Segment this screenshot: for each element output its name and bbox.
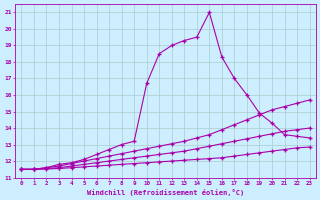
X-axis label: Windchill (Refroidissement éolien,°C): Windchill (Refroidissement éolien,°C) bbox=[87, 189, 244, 196]
